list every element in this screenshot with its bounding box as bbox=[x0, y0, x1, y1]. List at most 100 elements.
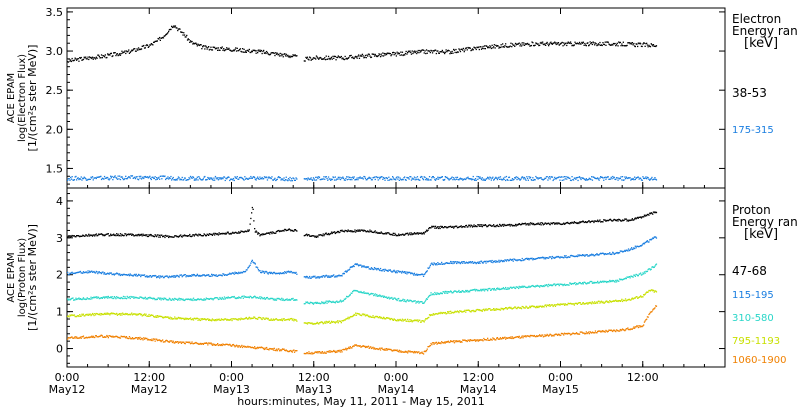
electron-data-point bbox=[491, 44, 493, 46]
electron-data-point bbox=[626, 44, 628, 47]
electron-data-point bbox=[166, 177, 168, 180]
proton-data-point bbox=[235, 231, 237, 233]
proton-data-point bbox=[433, 262, 435, 264]
electron-data-point bbox=[436, 178, 438, 180]
proton-data-point bbox=[237, 319, 239, 321]
proton-data-point bbox=[491, 259, 493, 262]
proton-data-point bbox=[342, 300, 344, 302]
proton-data-point bbox=[232, 296, 234, 298]
electron-data-point bbox=[618, 41, 620, 43]
proton-data-point bbox=[614, 253, 616, 255]
electron-data-point bbox=[278, 176, 280, 178]
proton-data-point bbox=[92, 271, 94, 273]
proton-data-point bbox=[202, 318, 204, 320]
proton-data-point bbox=[107, 233, 109, 235]
proton-data-point bbox=[609, 252, 611, 254]
proton-data-point bbox=[159, 297, 161, 299]
proton-data-point bbox=[73, 235, 76, 237]
proton-data-point bbox=[344, 271, 346, 273]
proton-data-point bbox=[597, 302, 599, 304]
proton-data-point bbox=[349, 294, 351, 296]
proton-data-point bbox=[336, 320, 339, 322]
electron-data-point bbox=[339, 178, 342, 181]
proton-data-point bbox=[525, 305, 527, 307]
electron-data-point bbox=[398, 179, 400, 181]
electron-data-point bbox=[70, 60, 73, 63]
proton-data-point bbox=[225, 297, 227, 299]
proton-data-point bbox=[334, 322, 336, 324]
proton-data-point bbox=[399, 234, 401, 236]
proton-data-point bbox=[495, 261, 497, 263]
proton-data-point bbox=[428, 227, 431, 229]
proton-data-point bbox=[227, 273, 229, 275]
electron-data-point bbox=[148, 45, 150, 48]
proton-data-point bbox=[652, 266, 654, 268]
electron-data-point bbox=[582, 42, 584, 44]
electron-data-point bbox=[569, 179, 572, 181]
proton-data-point bbox=[181, 299, 183, 301]
proton-data-point bbox=[402, 271, 404, 273]
proton-data-point bbox=[79, 298, 82, 300]
electron-data-point bbox=[79, 57, 82, 59]
proton-data-point bbox=[626, 220, 628, 222]
electron-data-point bbox=[398, 176, 400, 178]
electron-data-point bbox=[559, 43, 561, 45]
proton-data-point bbox=[306, 233, 308, 235]
proton-data-point bbox=[627, 248, 630, 250]
electron-data-point bbox=[128, 176, 130, 178]
proton-data-point bbox=[260, 298, 262, 300]
electron-data-point bbox=[313, 57, 315, 59]
electron-data-point bbox=[600, 44, 602, 46]
proton-data-point bbox=[184, 299, 186, 301]
proton-data-point bbox=[578, 255, 580, 257]
proton-data-point bbox=[139, 313, 141, 315]
proton-data-point bbox=[606, 281, 608, 284]
proton-data-point bbox=[324, 302, 326, 305]
proton-data-point bbox=[368, 294, 370, 296]
proton-data-point bbox=[272, 271, 275, 274]
proton-data-point bbox=[408, 233, 410, 235]
electron-data-point bbox=[553, 178, 555, 180]
proton-data-point bbox=[379, 317, 382, 319]
electron-data-point bbox=[585, 179, 587, 181]
electron-data-point bbox=[108, 53, 110, 55]
proton-data-point bbox=[494, 289, 496, 291]
proton-data-point bbox=[261, 297, 263, 299]
proton-data-point bbox=[307, 234, 309, 236]
proton-data-point bbox=[575, 302, 578, 305]
proton-data-point bbox=[575, 222, 578, 224]
proton-data-point bbox=[174, 297, 176, 300]
proton-data-point bbox=[640, 216, 642, 218]
proton-data-point bbox=[266, 297, 268, 299]
proton-data-point bbox=[411, 301, 413, 303]
proton-data-point bbox=[618, 252, 621, 254]
proton-data-point bbox=[507, 259, 509, 261]
proton-data-point bbox=[609, 300, 612, 303]
electron-data-point bbox=[420, 50, 422, 52]
electron-data-point bbox=[406, 176, 408, 179]
proton-data-point bbox=[347, 296, 349, 298]
proton-data-point bbox=[116, 272, 118, 274]
proton-data-point bbox=[214, 319, 216, 322]
electron-data-point bbox=[230, 50, 232, 52]
proton-data-point bbox=[376, 293, 378, 296]
electron-data-point bbox=[526, 42, 529, 45]
proton-data-point bbox=[649, 212, 651, 214]
proton-data-point bbox=[649, 239, 651, 241]
proton-data-point bbox=[202, 318, 204, 320]
proton-data-point bbox=[174, 235, 177, 237]
electron-data-point bbox=[379, 54, 381, 56]
proton-data-point bbox=[277, 230, 279, 232]
electron-data-point bbox=[208, 177, 210, 179]
electron-data-point bbox=[557, 177, 559, 179]
proton-data-point bbox=[338, 301, 340, 303]
proton-data-point bbox=[76, 315, 79, 317]
proton-data-point bbox=[357, 264, 359, 266]
proton-data-point bbox=[182, 341, 184, 344]
electron-data-point bbox=[599, 41, 601, 44]
proton-data-point bbox=[457, 226, 459, 229]
proton-data-point bbox=[75, 272, 77, 274]
proton-data-point bbox=[491, 309, 493, 311]
proton-data-point bbox=[401, 299, 404, 301]
proton-data-point bbox=[631, 218, 633, 220]
